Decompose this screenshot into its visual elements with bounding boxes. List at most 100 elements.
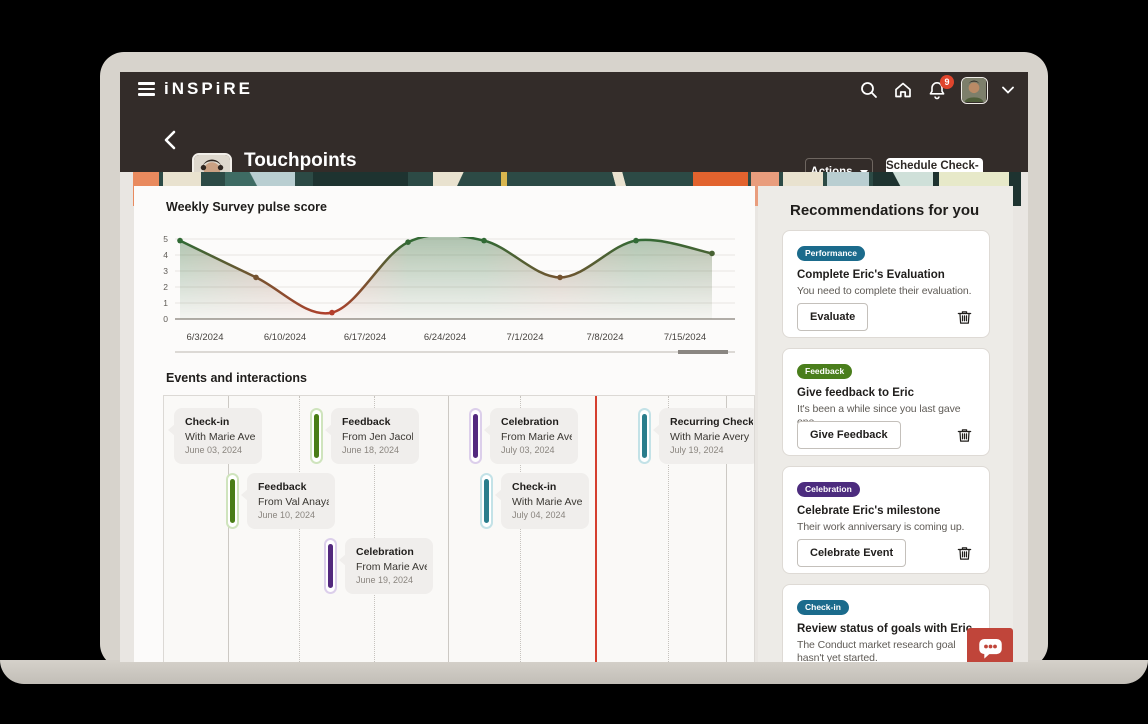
bell-icon[interactable]: 9 (927, 75, 954, 100)
y-tick-label: 2 (163, 282, 168, 292)
recommendation-title: Give feedback to Eric (797, 387, 914, 399)
notification-badge: 9 (940, 75, 954, 89)
event-date: July 03, 2024 (501, 445, 555, 455)
recommendation-card: Performance Complete Eric's Evaluation You… (782, 230, 990, 338)
y-tick-label: 0 (163, 314, 168, 324)
event-type: Feedback (258, 481, 307, 493)
trash-icon[interactable] (956, 545, 973, 562)
recommendation-body: Their work anniversary is coming up. (797, 521, 965, 533)
page-header: Touchpoints Eric Legrande | Weekly Surve… (120, 108, 1028, 193)
timeline-event-card[interactable]: Recurring Check-in With Marie Avery July 1… (653, 408, 754, 464)
timeline-title: Events and interactions (166, 371, 308, 385)
x-tick-label: 6/3/2024 (186, 332, 224, 343)
recommendation-card: Feedback Give feedback to Eric It's been a… (782, 348, 990, 456)
events-timeline: Check-in With Marie Avery June 03, 2024 Fee… (163, 395, 755, 662)
timeline-event-card[interactable]: Feedback From Val Anaya June 10, 2024 (241, 473, 335, 529)
recommendation-card: Celebration Celebrate Eric's milestone The… (782, 466, 990, 574)
timeline-event-card[interactable]: Check-in With Marie Avery June 03, 2024 (168, 408, 262, 464)
purple-event-marker (469, 408, 482, 464)
x-tick-label: 7/8/2024 (586, 332, 624, 343)
timeline-event-card[interactable]: Feedback From Jen Jacobs June 18, 2024 (325, 408, 419, 464)
x-tick-label: 6/24/2024 (423, 332, 467, 343)
timeline-gridline (668, 396, 669, 662)
timeline-today-line (595, 396, 597, 662)
timeline-gridline (299, 396, 300, 662)
recommendation-title: Review status of goals with Eric (797, 623, 973, 635)
main-content-card: Weekly Survey pulse score 0 1 2 3 4 5 6/3/202… (134, 186, 755, 662)
event-type: Feedback (342, 416, 391, 428)
y-tick-label: 5 (163, 234, 168, 244)
timeline-gridline (520, 396, 521, 662)
back-arrow-icon[interactable] (164, 130, 176, 150)
y-tick-label: 3 (163, 266, 168, 276)
event-date: June 10, 2024 (258, 510, 316, 520)
event-type: Celebration (501, 416, 559, 428)
recommendation-body: The Conduct market research goal hasn't … (797, 639, 956, 662)
recommendation-card: Check-in Review status of goals with Eric… (782, 584, 990, 662)
hamburger-menu-icon[interactable] (138, 82, 155, 96)
chart-title: Weekly Survey pulse score (166, 200, 327, 214)
chart-scrollbar-thumb[interactable] (678, 350, 728, 354)
timeline-gridline (228, 396, 229, 662)
event-date: June 03, 2024 (185, 445, 243, 455)
timeline-gridline (448, 396, 449, 662)
timeline-gridline (374, 396, 375, 662)
home-icon[interactable] (893, 80, 913, 100)
chat-widget-button[interactable] (967, 628, 1013, 662)
category-badge: Check-in (797, 599, 849, 615)
timeline-event-card[interactable]: Celebration From Marie Avery June 19, 2024 (339, 538, 433, 594)
chart-scrollbar-track (175, 350, 735, 354)
chat-bubble-icon (978, 638, 1002, 659)
timeline-gridline (726, 396, 727, 662)
x-tick-label: 6/10/2024 (263, 332, 307, 343)
topbar: iNSPiRE 9 (120, 72, 1028, 108)
timeline-event-card[interactable]: Check-in With Marie Avery July 04, 2024 (495, 473, 589, 529)
timeline-event-card[interactable]: Celebration From Marie Avery July 03, 2024 (484, 408, 578, 464)
laptop-base (0, 660, 1148, 684)
green-event-marker (310, 408, 323, 464)
event-subtitle: With Marie Avery (185, 431, 256, 443)
recommendation-title: Complete Eric's Evaluation (797, 269, 945, 281)
teal-event-marker (638, 408, 651, 464)
event-date: June 18, 2024 (342, 445, 400, 455)
recommendation-body: You need to complete their evaluation. (797, 285, 972, 297)
green-event-marker (226, 473, 239, 529)
purple-event-marker (324, 538, 337, 594)
recommendations-title: Recommendations for you (790, 202, 980, 219)
page-title: Touchpoints (244, 150, 357, 171)
event-type: Recurring Check-in (670, 416, 753, 428)
trash-icon[interactable] (956, 427, 973, 444)
pulse-score-chart (175, 237, 735, 320)
x-tick-label: 7/15/2024 (663, 332, 707, 343)
event-subtitle: With Marie Avery (670, 431, 750, 443)
chevron-down-icon[interactable] (1002, 80, 1014, 100)
brand-logo: iNSPiRE (164, 79, 254, 98)
x-tick-label: 7/1/2024 (506, 332, 544, 343)
event-subtitle: From Val Anaya (258, 496, 329, 508)
evaluate-button[interactable]: Evaluate (797, 303, 869, 331)
category-badge: Performance (797, 245, 865, 261)
celebrate-event-button[interactable]: Celebrate Event (797, 539, 907, 567)
category-badge: Celebration (797, 481, 860, 497)
x-tick-label: 6/17/2024 (343, 332, 387, 343)
give-feedback-button[interactable]: Give Feedback (797, 421, 901, 449)
event-subtitle: From Jen Jacobs (342, 431, 413, 443)
teal-event-marker (480, 473, 493, 529)
recommendations-panel: Recommendations for you Performance Compl… (758, 186, 1013, 662)
app-screen: iNSPiRE 9 (120, 72, 1028, 662)
event-subtitle: From Marie Avery (356, 561, 427, 573)
event-date: July 19, 2024 (670, 445, 724, 455)
y-tick-label: 4 (163, 250, 168, 260)
event-type: Celebration (356, 546, 414, 558)
y-tick-label: 1 (163, 298, 168, 308)
event-type: Check-in (185, 416, 230, 428)
event-date: June 19, 2024 (356, 575, 414, 585)
event-subtitle: From Marie Avery (501, 431, 572, 443)
event-type: Check-in (512, 481, 557, 493)
search-icon[interactable] (859, 80, 879, 100)
user-avatar[interactable] (961, 76, 988, 104)
event-subtitle: With Marie Avery (512, 496, 583, 508)
recommendation-title: Celebrate Eric's milestone (797, 505, 941, 517)
trash-icon[interactable] (956, 309, 973, 326)
